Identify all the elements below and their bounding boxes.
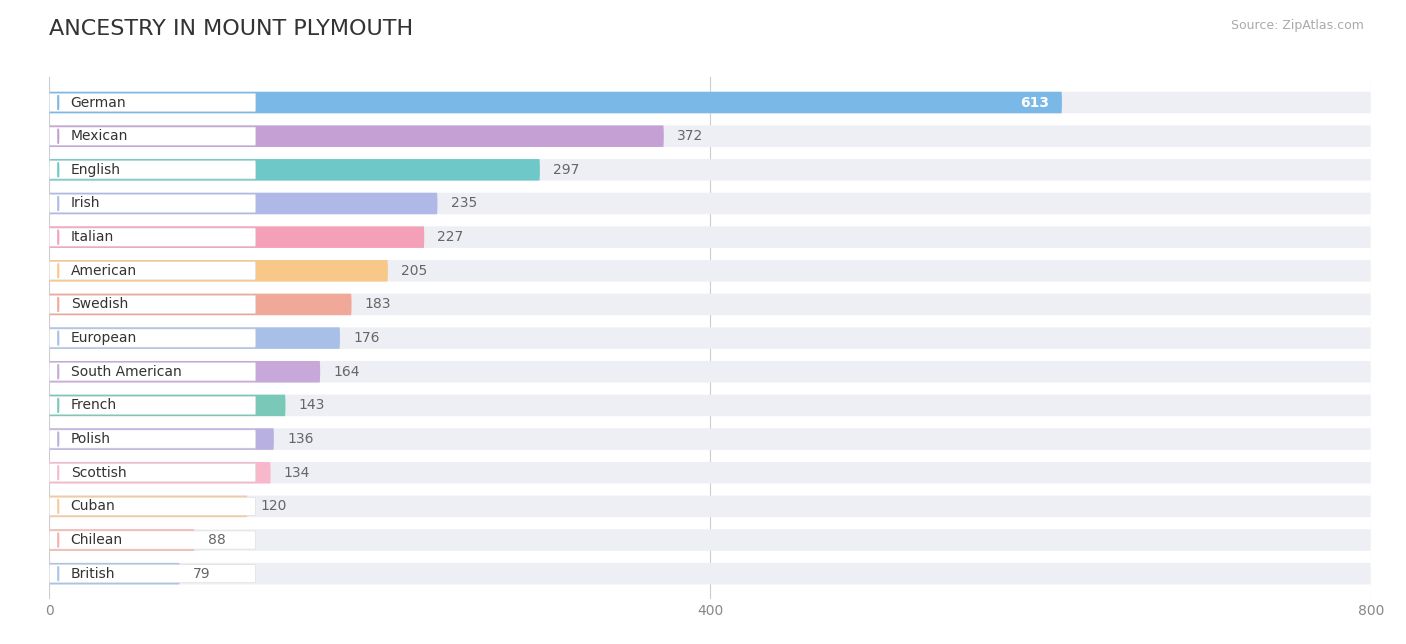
FancyBboxPatch shape: [49, 361, 321, 383]
FancyBboxPatch shape: [49, 260, 1371, 281]
FancyBboxPatch shape: [49, 529, 1371, 551]
FancyBboxPatch shape: [49, 294, 352, 315]
FancyBboxPatch shape: [49, 529, 194, 551]
Text: 164: 164: [333, 365, 360, 379]
Text: 79: 79: [193, 567, 211, 581]
Text: Cuban: Cuban: [70, 499, 115, 513]
FancyBboxPatch shape: [49, 193, 437, 214]
FancyBboxPatch shape: [49, 327, 340, 349]
Text: 613: 613: [1019, 95, 1049, 109]
Text: 183: 183: [364, 298, 391, 312]
FancyBboxPatch shape: [49, 363, 256, 381]
Text: Polish: Polish: [70, 432, 111, 446]
FancyBboxPatch shape: [49, 261, 256, 280]
Text: 235: 235: [451, 196, 477, 211]
Text: 372: 372: [678, 129, 703, 143]
FancyBboxPatch shape: [49, 161, 256, 179]
FancyBboxPatch shape: [49, 260, 388, 281]
FancyBboxPatch shape: [49, 159, 540, 180]
FancyBboxPatch shape: [49, 395, 1371, 416]
Text: 143: 143: [298, 399, 325, 412]
Text: 176: 176: [353, 331, 380, 345]
Text: Italian: Italian: [70, 230, 114, 244]
FancyBboxPatch shape: [49, 462, 1371, 484]
Text: Swedish: Swedish: [70, 298, 128, 312]
FancyBboxPatch shape: [49, 91, 1062, 113]
Text: English: English: [70, 163, 121, 177]
Text: ANCESTRY IN MOUNT PLYMOUTH: ANCESTRY IN MOUNT PLYMOUTH: [49, 19, 413, 39]
FancyBboxPatch shape: [49, 228, 256, 246]
Text: European: European: [70, 331, 136, 345]
Text: South American: South American: [70, 365, 181, 379]
FancyBboxPatch shape: [49, 93, 256, 111]
FancyBboxPatch shape: [49, 462, 270, 484]
Text: American: American: [70, 264, 136, 278]
FancyBboxPatch shape: [49, 565, 256, 583]
Text: Irish: Irish: [70, 196, 100, 211]
Text: 136: 136: [287, 432, 314, 446]
Text: 120: 120: [260, 499, 287, 513]
FancyBboxPatch shape: [49, 159, 1371, 180]
Text: German: German: [70, 95, 127, 109]
Text: French: French: [70, 399, 117, 412]
FancyBboxPatch shape: [49, 193, 1371, 214]
FancyBboxPatch shape: [49, 227, 1371, 248]
Text: Source: ZipAtlas.com: Source: ZipAtlas.com: [1230, 19, 1364, 32]
FancyBboxPatch shape: [49, 361, 1371, 383]
FancyBboxPatch shape: [49, 428, 274, 450]
FancyBboxPatch shape: [49, 395, 285, 416]
FancyBboxPatch shape: [49, 329, 256, 347]
FancyBboxPatch shape: [49, 296, 256, 314]
FancyBboxPatch shape: [49, 496, 247, 517]
Text: 297: 297: [553, 163, 579, 177]
FancyBboxPatch shape: [49, 531, 256, 549]
FancyBboxPatch shape: [49, 563, 180, 585]
FancyBboxPatch shape: [49, 497, 256, 515]
Text: 227: 227: [437, 230, 464, 244]
FancyBboxPatch shape: [49, 194, 256, 213]
Text: British: British: [70, 567, 115, 581]
Text: Scottish: Scottish: [70, 466, 127, 480]
Text: 88: 88: [208, 533, 225, 547]
FancyBboxPatch shape: [49, 496, 1371, 517]
FancyBboxPatch shape: [49, 127, 256, 146]
FancyBboxPatch shape: [49, 126, 664, 147]
Text: 134: 134: [284, 466, 311, 480]
FancyBboxPatch shape: [49, 430, 256, 448]
Text: Chilean: Chilean: [70, 533, 122, 547]
FancyBboxPatch shape: [49, 464, 256, 482]
Text: 205: 205: [401, 264, 427, 278]
FancyBboxPatch shape: [49, 327, 1371, 349]
FancyBboxPatch shape: [49, 227, 425, 248]
FancyBboxPatch shape: [49, 126, 1371, 147]
FancyBboxPatch shape: [49, 428, 1371, 450]
FancyBboxPatch shape: [49, 91, 1371, 113]
Text: Mexican: Mexican: [70, 129, 128, 143]
FancyBboxPatch shape: [49, 563, 1371, 585]
FancyBboxPatch shape: [49, 294, 1371, 315]
FancyBboxPatch shape: [49, 396, 256, 415]
